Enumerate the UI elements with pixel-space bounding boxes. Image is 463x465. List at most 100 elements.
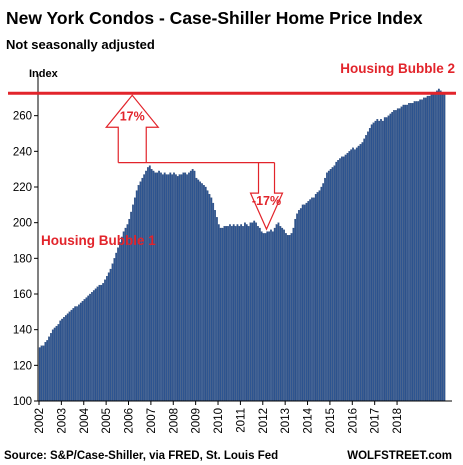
x-tick-label: 2006 bbox=[124, 408, 136, 434]
down-arrow-annotation bbox=[249, 162, 284, 231]
bar bbox=[354, 149, 356, 402]
bar bbox=[197, 179, 200, 402]
bar bbox=[238, 226, 241, 402]
bar bbox=[175, 174, 177, 402]
bar bbox=[63, 317, 65, 402]
bar bbox=[313, 197, 315, 402]
bar bbox=[76, 306, 78, 402]
bar bbox=[143, 174, 146, 402]
bar bbox=[367, 131, 369, 402]
up-arrow-annotation bbox=[104, 94, 160, 163]
bar bbox=[411, 103, 414, 402]
bar bbox=[102, 283, 105, 402]
bar bbox=[152, 170, 155, 402]
bar bbox=[111, 263, 114, 402]
bar bbox=[160, 172, 162, 402]
bar bbox=[72, 308, 75, 402]
bar bbox=[216, 217, 218, 402]
bar bbox=[122, 231, 125, 402]
bar bbox=[260, 231, 263, 402]
bar bbox=[85, 297, 88, 402]
bar bbox=[361, 142, 364, 402]
bar bbox=[145, 170, 147, 402]
bar bbox=[165, 174, 168, 402]
bar bbox=[229, 224, 231, 402]
bar bbox=[299, 208, 302, 402]
bar bbox=[219, 227, 222, 402]
bar bbox=[180, 174, 183, 402]
bar bbox=[83, 299, 86, 402]
x-tick-label: 2011 bbox=[235, 408, 247, 433]
bar bbox=[55, 325, 58, 402]
bar bbox=[59, 320, 62, 402]
x-tick-label: 2003 bbox=[56, 408, 68, 434]
bar bbox=[301, 204, 304, 402]
bar bbox=[350, 149, 353, 402]
bar bbox=[236, 224, 239, 402]
bar bbox=[176, 176, 179, 402]
bar bbox=[184, 172, 187, 402]
bar bbox=[104, 279, 106, 402]
bar bbox=[158, 170, 160, 402]
bar bbox=[389, 113, 392, 402]
bar bbox=[395, 110, 397, 402]
bar bbox=[365, 135, 367, 402]
bar bbox=[275, 224, 278, 402]
x-tick-label: 2009 bbox=[191, 408, 203, 434]
y-tick-label: 220 bbox=[13, 182, 32, 194]
bar bbox=[68, 311, 71, 402]
bar bbox=[201, 183, 203, 402]
bar bbox=[167, 174, 170, 402]
bar bbox=[169, 172, 172, 402]
bar bbox=[339, 158, 341, 402]
y-tick-label: 240 bbox=[13, 146, 32, 158]
bar bbox=[98, 284, 101, 402]
bar bbox=[352, 147, 354, 402]
x-tick-label: 2010 bbox=[213, 408, 225, 434]
bar bbox=[124, 227, 127, 402]
bar bbox=[113, 258, 116, 402]
bar bbox=[100, 284, 103, 402]
x-tick-label: 2016 bbox=[347, 408, 359, 434]
bar bbox=[382, 120, 384, 402]
bar bbox=[387, 115, 390, 402]
bar bbox=[40, 345, 43, 402]
bar bbox=[320, 186, 323, 402]
bar bbox=[298, 210, 300, 402]
bar bbox=[322, 183, 325, 402]
bar bbox=[437, 88, 440, 402]
bar bbox=[57, 324, 60, 402]
bar bbox=[234, 226, 237, 402]
bar bbox=[378, 120, 381, 402]
bar bbox=[326, 172, 328, 402]
bar bbox=[372, 122, 375, 402]
bar bbox=[249, 222, 252, 402]
bar bbox=[436, 90, 438, 402]
bar bbox=[92, 290, 95, 402]
bar bbox=[79, 302, 82, 402]
bar bbox=[48, 336, 50, 402]
x-tick-label: 2017 bbox=[370, 408, 382, 434]
y-tick-label: 180 bbox=[13, 253, 32, 265]
bar bbox=[305, 202, 308, 402]
housing-bubble-2-label: Housing Bubble 2 bbox=[340, 61, 455, 76]
bar bbox=[357, 145, 360, 402]
bar bbox=[212, 202, 215, 402]
bar bbox=[419, 99, 422, 402]
bar bbox=[46, 340, 49, 402]
bar bbox=[428, 95, 431, 402]
bar bbox=[290, 233, 293, 402]
bar bbox=[208, 194, 211, 402]
bar bbox=[268, 231, 271, 402]
bar bbox=[385, 117, 388, 402]
bar bbox=[191, 169, 194, 402]
bar bbox=[225, 226, 228, 402]
bar bbox=[393, 110, 395, 402]
down-arrow-percent-label: -17% bbox=[252, 194, 281, 208]
bar bbox=[66, 313, 69, 402]
x-tick-label: 2015 bbox=[325, 408, 337, 434]
bar bbox=[396, 108, 399, 402]
bar bbox=[173, 172, 175, 402]
x-tick-label: 2002 bbox=[34, 408, 46, 434]
bar bbox=[337, 160, 340, 402]
